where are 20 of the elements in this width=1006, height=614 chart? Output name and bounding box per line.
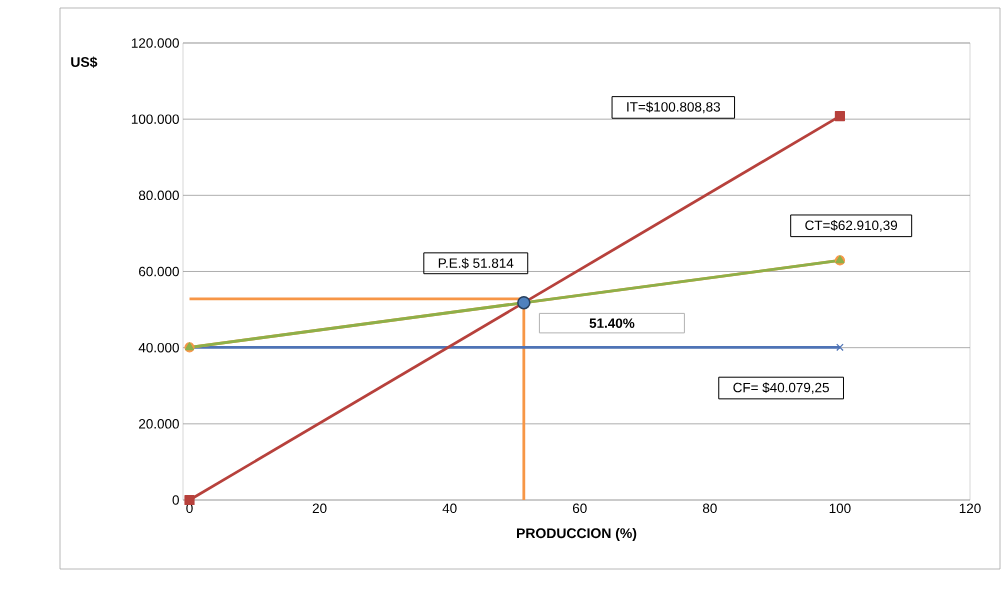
annotation: P.E.$ 51.814 — [438, 257, 514, 269]
x-tick-label: 40 — [442, 503, 457, 514]
y-tick-label: 40.000 — [138, 342, 179, 353]
y-tick-label: 20.000 — [139, 419, 179, 429]
y-tick-label: 60.000 — [139, 266, 179, 277]
y-tick-label: 120.000 — [131, 38, 179, 48]
annotation: 51.40% — [589, 318, 635, 328]
y-tick-label: 80.000 — [138, 190, 179, 201]
x-tick-label: 100 — [829, 503, 851, 514]
x-tick-label: 60 — [572, 503, 587, 514]
x-tick-label: 120 — [959, 503, 981, 514]
annotation: IT=$100.808,83 — [627, 101, 721, 114]
y-tick-label: 0 — [172, 495, 179, 505]
annotation: CT=$62.910,39 — [805, 219, 898, 232]
x-axis-title: PRODUCCION (%) — [517, 527, 637, 541]
x-tick-label: 80 — [702, 503, 717, 514]
x-tick-label: 20 — [312, 503, 327, 514]
y-tick-label: 100.000 — [131, 114, 179, 124]
y-axis-title: US$ — [71, 56, 98, 68]
annotation: CF= $40.079,25 — [733, 382, 829, 394]
